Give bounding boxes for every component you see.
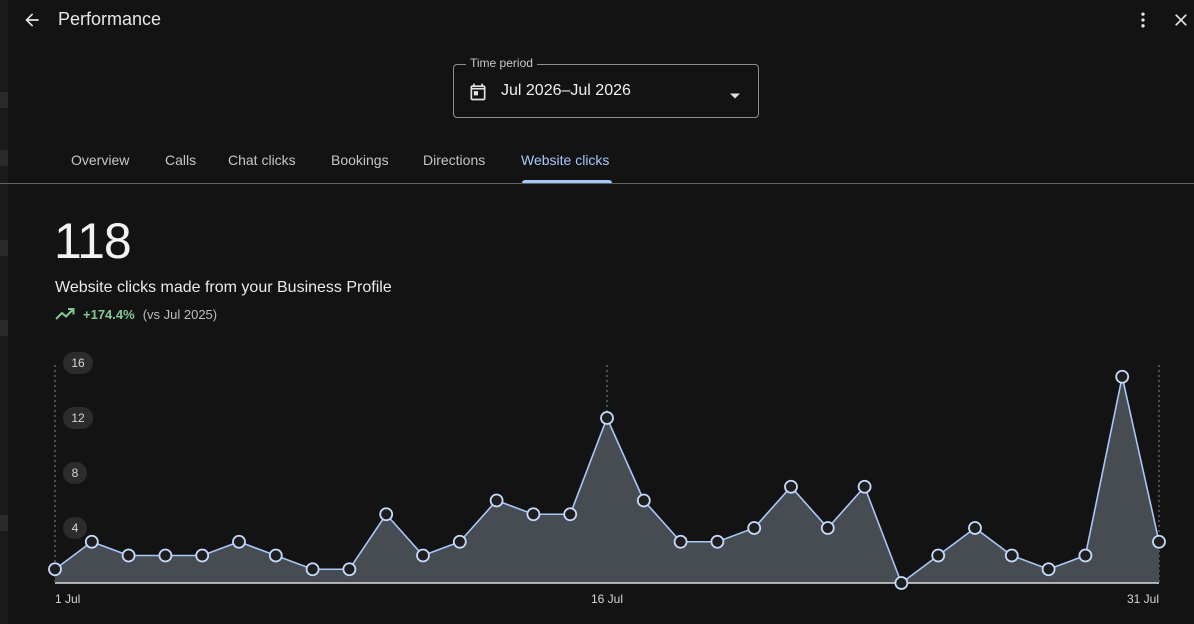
series-area (55, 376, 1159, 583)
data-point (1041, 562, 1056, 577)
metric-value: 118 (54, 213, 132, 269)
y-tick-pill (63, 407, 93, 429)
data-point (784, 479, 798, 494)
data-point (342, 562, 357, 577)
data-point (931, 548, 946, 563)
x-tick-label: 31 Jul (1127, 592, 1159, 606)
data-point (416, 548, 430, 563)
data-point (710, 534, 725, 549)
data-point (232, 534, 246, 549)
trend-percentage: +174.4% (83, 306, 135, 322)
data-point (1078, 548, 1093, 563)
trend-row: +174.4% (vs Jul 2025) (55, 305, 217, 323)
data-point (1152, 534, 1166, 549)
y-tick-label: 8 (72, 466, 79, 480)
data-point (563, 507, 578, 522)
back-button[interactable] (18, 6, 46, 34)
time-period-select[interactable]: Time period Jul 2026–Jul 2026 (453, 56, 759, 118)
data-point (305, 562, 320, 577)
background-panel-edge (0, 0, 8, 624)
data-point (673, 534, 688, 549)
close-button[interactable] (1168, 6, 1194, 34)
more-vert-icon (1141, 12, 1145, 28)
tab-bookings[interactable]: Bookings (331, 152, 389, 168)
y-tick-pill (63, 517, 87, 539)
more-options-button[interactable] (1130, 6, 1156, 34)
y-tick-pill (63, 462, 87, 484)
tab-overview[interactable]: Overview (71, 152, 130, 168)
data-point (526, 507, 541, 522)
arrow-back-icon (25, 13, 39, 27)
tab-website-clicks[interactable]: Website clicks (521, 152, 610, 168)
data-point (158, 548, 173, 563)
active-tab-indicator (522, 180, 612, 183)
data-point (894, 576, 909, 590)
data-point (195, 548, 210, 563)
trend-comparison: (vs Jul 2025) (142, 306, 218, 322)
close-icon (1175, 14, 1187, 26)
x-tick-label: 1 Jul (55, 592, 80, 606)
data-point (968, 521, 982, 535)
y-tick-pill (63, 352, 93, 374)
data-point (84, 534, 99, 549)
tab-calls[interactable]: Calls (165, 152, 197, 168)
data-point (857, 479, 872, 494)
data-point (452, 534, 467, 549)
data-point (600, 411, 614, 425)
y-tick-label: 16 (71, 356, 85, 370)
y-tick-label: 4 (72, 521, 79, 535)
time-period-label: Time period (466, 56, 537, 70)
tab-chat-clicks[interactable]: Chat clicks (228, 152, 296, 168)
data-point (379, 507, 394, 522)
data-point (268, 548, 283, 563)
metric-description: Website clicks made from your Business P… (55, 279, 392, 296)
time-period-value: Jul 2026–Jul 2026 (501, 82, 631, 99)
data-point (121, 548, 136, 563)
performance-tabs: Overview Calls Chat clicks Bookings Dire… (0, 140, 1194, 184)
data-point (1115, 369, 1130, 384)
data-point (48, 562, 62, 577)
data-point (747, 521, 762, 535)
trending-up-icon (55, 308, 75, 320)
y-tick-label: 12 (71, 411, 85, 425)
page-title: Performance (58, 9, 162, 29)
tab-directions[interactable]: Directions (423, 152, 486, 168)
top-bar: Performance (0, 0, 1194, 40)
data-point (820, 521, 835, 535)
data-point (1004, 548, 1019, 563)
x-tick-label: 16 Jul (591, 592, 623, 606)
calendar-icon (468, 82, 488, 107)
data-point (636, 493, 651, 508)
dropdown-arrow-icon (729, 87, 741, 105)
website-clicks-chart: 16 12 8 4 1 Jul 16 Jul 31 Jul (48, 352, 1166, 606)
data-point (489, 493, 504, 508)
